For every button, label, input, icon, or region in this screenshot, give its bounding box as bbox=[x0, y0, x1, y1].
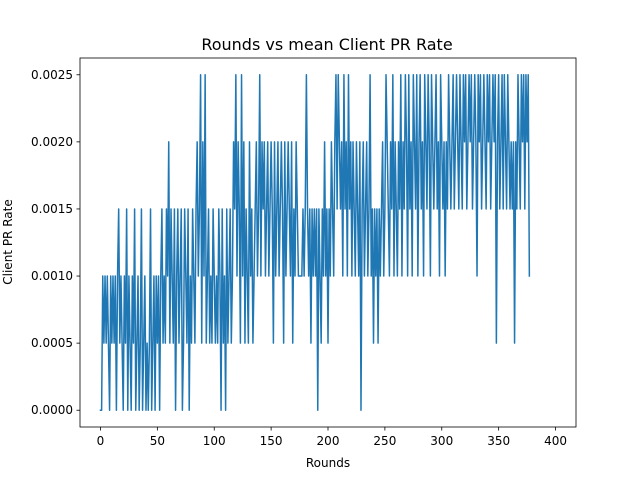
y-tick-label: 0.0015 bbox=[31, 202, 73, 216]
y-tick-label: 0.0005 bbox=[31, 336, 73, 350]
plot-area bbox=[79, 57, 577, 428]
x-tick-label: 200 bbox=[317, 434, 340, 448]
x-tick-label: 250 bbox=[373, 434, 396, 448]
y-tick-label: 0.0000 bbox=[31, 403, 73, 417]
x-tick-label: 0 bbox=[97, 434, 105, 448]
y-tick-label: 0.0010 bbox=[31, 269, 73, 283]
x-axis-ticks: 0 50 100 150 200 250 300 350 400 bbox=[97, 427, 567, 448]
y-tick-label: 0.0020 bbox=[31, 135, 73, 149]
series-line bbox=[99, 74, 531, 411]
chart-title: Rounds vs mean Client PR Rate bbox=[201, 35, 452, 54]
x-tick-label: 50 bbox=[150, 434, 165, 448]
x-axis-label: Rounds bbox=[306, 456, 350, 470]
y-tick-label: 0.0025 bbox=[31, 68, 73, 82]
x-tick-label: 150 bbox=[260, 434, 283, 448]
x-tick-label: 400 bbox=[544, 434, 567, 448]
y-axis-label: Client PR Rate bbox=[1, 199, 15, 284]
x-tick-label: 300 bbox=[430, 434, 453, 448]
x-tick-label: 350 bbox=[487, 434, 510, 448]
y-axis-ticks: 0.0000 0.0005 0.0010 0.0015 0.0020 0.0025 bbox=[31, 68, 80, 417]
x-tick-label: 100 bbox=[203, 434, 226, 448]
